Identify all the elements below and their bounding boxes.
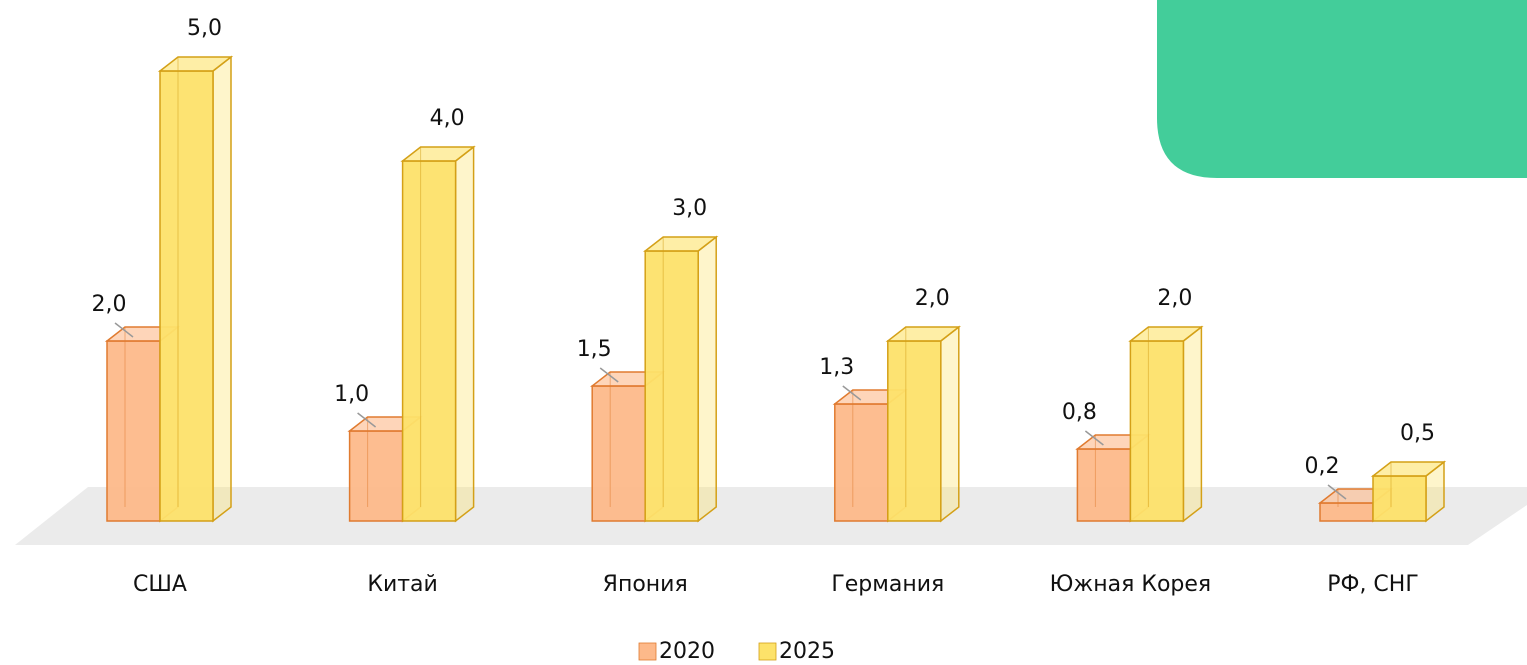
leader-line bbox=[599, 367, 619, 383]
decor-panel bbox=[1157, 0, 1527, 178]
x-tick-label: Япония bbox=[603, 572, 688, 597]
value-label: 1,0 bbox=[334, 382, 369, 407]
floor bbox=[15, 487, 1527, 545]
bar bbox=[885, 325, 961, 523]
bar bbox=[1370, 460, 1447, 523]
leader-line bbox=[114, 322, 134, 338]
bar-side bbox=[940, 325, 960, 523]
bar bbox=[157, 55, 234, 523]
bar bbox=[1128, 325, 1204, 523]
bar-front bbox=[401, 160, 457, 522]
bar-front bbox=[159, 70, 214, 522]
legend-swatch bbox=[758, 642, 777, 661]
legend-swatch bbox=[638, 642, 657, 661]
bar-front bbox=[1372, 475, 1427, 522]
x-tick-label: Китай bbox=[367, 572, 438, 597]
leader-line bbox=[1327, 484, 1347, 500]
x-tick-label: Германия bbox=[831, 572, 944, 597]
bar-front bbox=[887, 340, 942, 522]
leader-line bbox=[1084, 430, 1104, 446]
leader-line bbox=[842, 385, 862, 401]
bar-front bbox=[591, 385, 646, 522]
legend-label: 2020 bbox=[659, 639, 715, 664]
bar-side bbox=[212, 55, 232, 523]
x-tick-label: РФ, СНГ bbox=[1327, 572, 1419, 597]
x-tick-label: Южная Корея bbox=[1050, 572, 1211, 597]
value-label: 1,5 bbox=[577, 337, 612, 362]
value-label: 3,0 bbox=[672, 196, 707, 221]
bar-front bbox=[106, 340, 161, 522]
bar-front bbox=[644, 250, 699, 522]
value-label: 2,0 bbox=[915, 286, 950, 311]
value-label: 1,3 bbox=[819, 355, 854, 380]
bar-front bbox=[834, 403, 889, 522]
bar-side bbox=[697, 235, 717, 523]
bar-side bbox=[1182, 325, 1203, 523]
value-label: 0,5 bbox=[1400, 421, 1435, 446]
value-label: 2,0 bbox=[92, 292, 127, 317]
bar-front bbox=[348, 430, 404, 522]
value-label: 4,0 bbox=[430, 106, 465, 131]
legend-label: 2025 bbox=[779, 639, 835, 664]
bar bbox=[400, 145, 476, 523]
bar-front bbox=[1076, 448, 1132, 522]
value-label: 2,0 bbox=[1157, 286, 1192, 311]
bar-side bbox=[454, 145, 475, 523]
x-tick-label: США bbox=[133, 572, 187, 597]
value-label: 0,2 bbox=[1305, 454, 1340, 479]
leader-line bbox=[357, 412, 377, 428]
bar-front bbox=[1129, 340, 1185, 522]
value-label: 5,0 bbox=[187, 16, 222, 41]
bar-front bbox=[1319, 502, 1374, 522]
bar bbox=[643, 235, 719, 523]
value-label: 0,8 bbox=[1062, 400, 1097, 425]
